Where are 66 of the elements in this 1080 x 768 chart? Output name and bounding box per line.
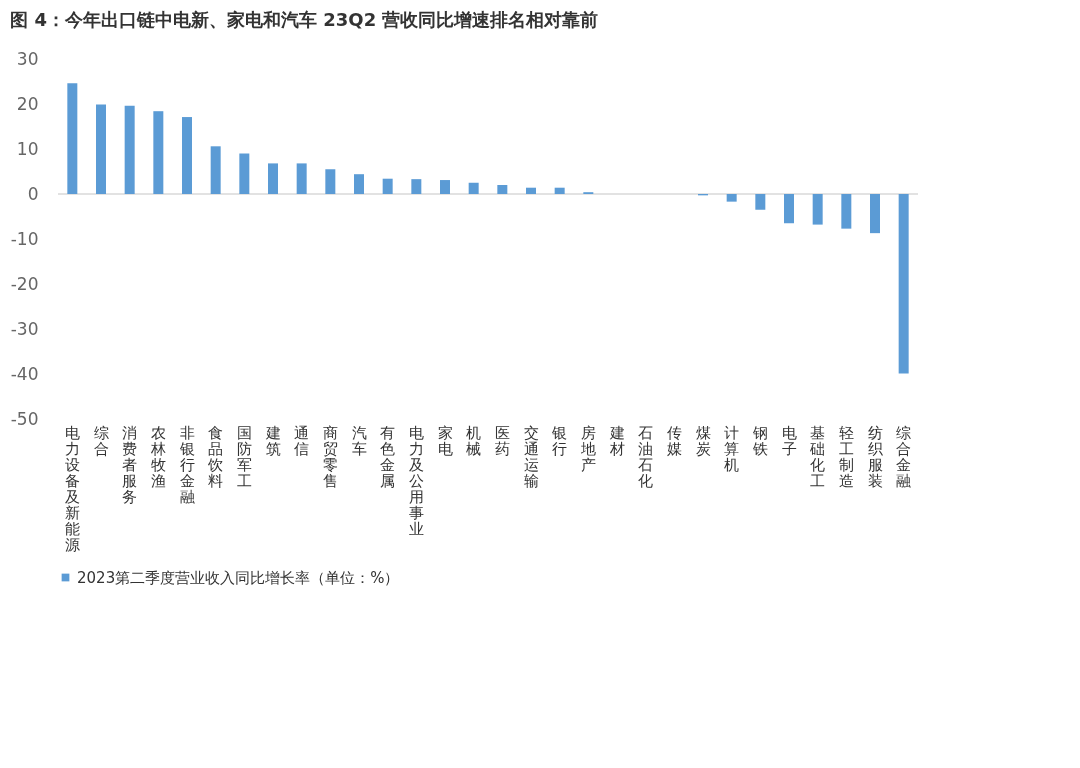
y-tick-label: -10: [10, 228, 39, 249]
x-tick-label: 银行: [551, 423, 568, 458]
bar: [296, 163, 307, 194]
bar: [726, 194, 737, 202]
bar: [468, 182, 479, 194]
bar: [755, 194, 766, 210]
y-tick-label: 10: [16, 138, 39, 159]
legend-label: 2023第二季度营业收入同比增长率（单位：%）: [77, 568, 400, 587]
bar: [325, 169, 336, 194]
chart-title: 图 4：今年出口链中电新、家电和汽车 23Q2 营收同比增速排名相对靠前: [10, 9, 599, 30]
x-tick-label: 煤炭: [695, 423, 711, 458]
bar: [784, 194, 794, 224]
bar: [382, 178, 393, 194]
x-tick-label: 非银行金融: [178, 423, 195, 506]
x-tick-label: 石油石化: [638, 423, 654, 490]
y-tick-label: 30: [16, 48, 39, 69]
bar: [841, 194, 852, 229]
bar: [497, 185, 508, 194]
bar: [440, 180, 450, 194]
x-tick-label: 综合金融: [896, 423, 912, 490]
bar: [239, 153, 250, 194]
x-tick-label: 汽车: [351, 423, 367, 458]
y-tick-label: -30: [10, 318, 39, 339]
bar: [812, 194, 823, 225]
x-tick-label: 综合: [93, 423, 109, 458]
bar: [554, 187, 565, 194]
x-tick-label: 机械: [466, 423, 482, 458]
y-tick-label: -50: [10, 408, 39, 429]
x-tick-label: 钢铁: [751, 423, 768, 458]
bar: [411, 179, 422, 194]
x-tick-label: 房地产: [579, 423, 596, 474]
x-tick-label: 消费者服务: [122, 423, 138, 506]
bar: [124, 105, 135, 194]
x-tick-label: 建材: [608, 423, 625, 458]
bar: [268, 163, 278, 194]
x-tick-label: 商贸零售: [322, 423, 338, 490]
x-tick-label: 医药: [494, 423, 510, 458]
bar: [526, 187, 536, 194]
x-tick-label: 传媒: [666, 423, 682, 458]
x-tick-label: 纺织服装: [867, 423, 883, 490]
bar: [898, 194, 909, 374]
x-tick-label: 计算机: [724, 423, 740, 474]
bar: [96, 104, 106, 194]
x-tick-label: 通信: [294, 423, 310, 458]
y-tick-label: 0: [27, 183, 39, 204]
y-tick-label: -20: [10, 273, 39, 294]
bar: [354, 174, 364, 194]
y-tick-label: -40: [10, 363, 39, 384]
x-tick-label: 交通运输: [523, 423, 539, 490]
x-tick-label: 农林牧渔: [149, 423, 166, 490]
x-tick-label: 基础化工: [809, 423, 826, 490]
x-tick-label: 电力及公用事业: [408, 423, 424, 538]
bar: [153, 111, 164, 194]
x-tick-label: 国防军工: [236, 423, 252, 490]
x-tick-label: 有色金属: [380, 423, 396, 490]
bar: [870, 194, 880, 234]
x-tick-label: 建筑: [264, 423, 281, 458]
bar: [67, 83, 78, 194]
y-tick-label: 20: [16, 93, 39, 114]
x-tick-label: 电子: [781, 423, 797, 458]
x-tick-label: 电力设备及新能源: [64, 423, 80, 554]
bar: [210, 146, 221, 194]
bar: [182, 117, 192, 194]
x-tick-label: 食品饮料: [207, 423, 224, 490]
x-tick-label: 轻工制造: [838, 423, 854, 490]
x-tick-label: 家电: [437, 423, 453, 458]
